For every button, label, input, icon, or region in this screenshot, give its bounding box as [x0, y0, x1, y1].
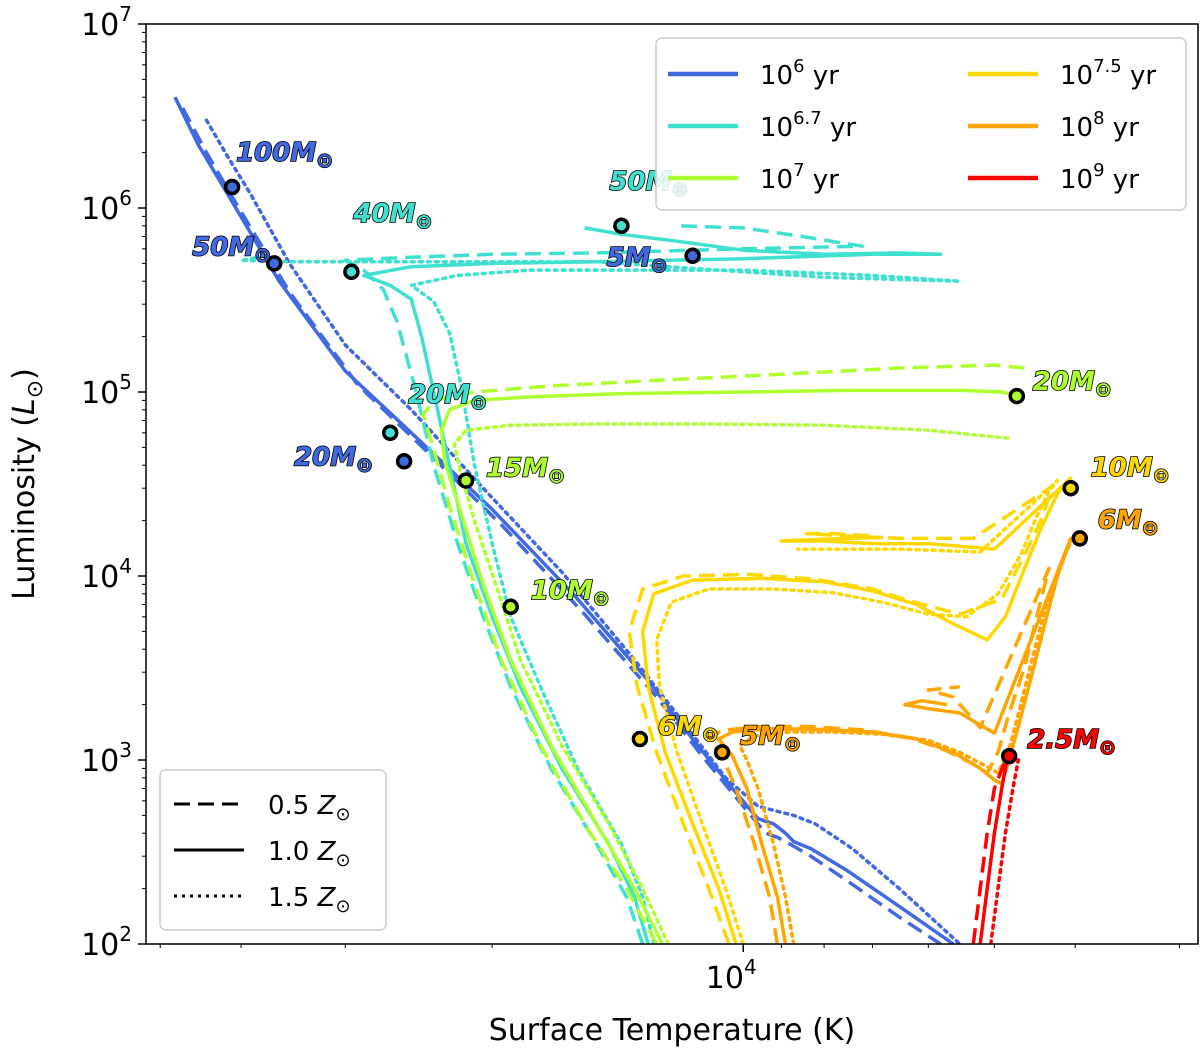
- z-legend-label-0: 0.5 Z⊙: [268, 791, 351, 825]
- series-line-17: [989, 758, 1021, 944]
- age-legend-label-3: 107.5 yr: [1060, 56, 1156, 91]
- y-tick-label-5: 107: [81, 2, 132, 43]
- series-line-16: [971, 759, 1008, 944]
- mass-marker-3: [684, 247, 701, 265]
- age-legend-frame: [655, 37, 1187, 211]
- series-line-4: [343, 224, 865, 944]
- mass-marker-8: [502, 598, 519, 616]
- series-line-5: [239, 255, 962, 944]
- age-legend: 106 yr 106.7 yr 107 yr 107.5 yr 108 yr 109 yr: [655, 37, 1187, 211]
- mass-label-3: 5M⊙: [607, 243, 668, 277]
- plot-frame: [145, 23, 1199, 945]
- mass-label-13: 6M⊙: [1098, 505, 1159, 539]
- series-line-0: [173, 96, 955, 944]
- mass-marker-0: [223, 178, 241, 196]
- series-line-6: [439, 388, 1018, 944]
- mass-marker-9: [1008, 387, 1026, 405]
- mass-marker-4: [343, 263, 360, 281]
- mass-marker-6: [381, 424, 399, 442]
- series-line-15: [978, 755, 1010, 944]
- y-tick-label-4: 106: [81, 186, 132, 227]
- mass-label-0: 100M⊙: [236, 138, 333, 172]
- mass-marker-5: [613, 217, 630, 235]
- mass-label-8: 10M⊙: [531, 576, 610, 610]
- y-tick-label-3: 105: [81, 370, 132, 411]
- series-line-14: [737, 531, 1077, 944]
- mass-label-9: 20M⊙: [1033, 367, 1112, 401]
- age-legend-label-0: 106 yr: [760, 56, 839, 91]
- y-axis-label: Luminosity (L⊙): [7, 368, 48, 600]
- y-tick-label-1: 103: [81, 738, 132, 779]
- mass-label-12: 5M⊙: [740, 721, 801, 755]
- series-line-8: [452, 422, 1011, 944]
- x-tick-label-0: 104: [706, 955, 757, 996]
- series-line-1: [181, 107, 942, 944]
- y-tick-label-0: 102: [81, 922, 132, 963]
- axes: 102 103 104 105 106 107 104: [81, 2, 1180, 996]
- z-legend-frame: [159, 769, 387, 931]
- age-legend-label-4: 108 yr: [1060, 108, 1139, 143]
- mass-label-6: 20M⊙: [408, 380, 487, 414]
- mass-label-4: 40M⊙: [352, 199, 432, 233]
- mass-marker-2: [395, 453, 413, 470]
- mass-markers: 100M⊙50M⊙20M⊙5M⊙40M⊙50M⊙20M⊙15M⊙10M⊙20M⊙…: [191, 137, 1170, 765]
- series-line-10: [627, 483, 1055, 944]
- series-line-7: [421, 363, 1025, 944]
- age-legend-label-5: 109 yr: [1060, 160, 1139, 195]
- mass-marker-11: [1062, 479, 1079, 497]
- mass-marker-12: [713, 744, 731, 761]
- mass-label-14: 2.5M⊙: [1027, 725, 1116, 759]
- mass-marker-14: [1000, 747, 1018, 765]
- series-line-13: [706, 566, 1051, 944]
- series-line-3: [362, 226, 943, 944]
- y-tick-label-2: 104: [81, 554, 132, 595]
- mass-marker-13: [1071, 530, 1089, 547]
- mass-marker-1: [265, 255, 283, 272]
- age-legend-label-1: 106.7 yr: [760, 108, 856, 143]
- z-legend-label-1: 1.0 Z⊙: [268, 837, 351, 871]
- metallicity-legend: 0.5 Z⊙ 1.0 Z⊙ 1.5 Z⊙: [159, 769, 387, 931]
- mass-marker-10: [631, 730, 649, 748]
- mass-label-2: 20M⊙: [294, 442, 373, 476]
- mass-label-10: 6M⊙: [658, 712, 719, 746]
- mass-label-7: 15M⊙: [486, 454, 565, 488]
- z-legend-label-2: 1.5 Z⊙: [268, 883, 351, 917]
- mass-label-1: 50M⊙: [192, 232, 271, 266]
- mass-marker-7: [457, 472, 475, 489]
- series-line-9: [640, 476, 1073, 944]
- age-legend-label-2: 107 yr: [760, 160, 839, 195]
- series-line-11: [654, 478, 1060, 944]
- mass-label-11: 10M⊙: [1091, 453, 1170, 487]
- x-axis-label: Surface Temperature (K): [489, 1013, 855, 1048]
